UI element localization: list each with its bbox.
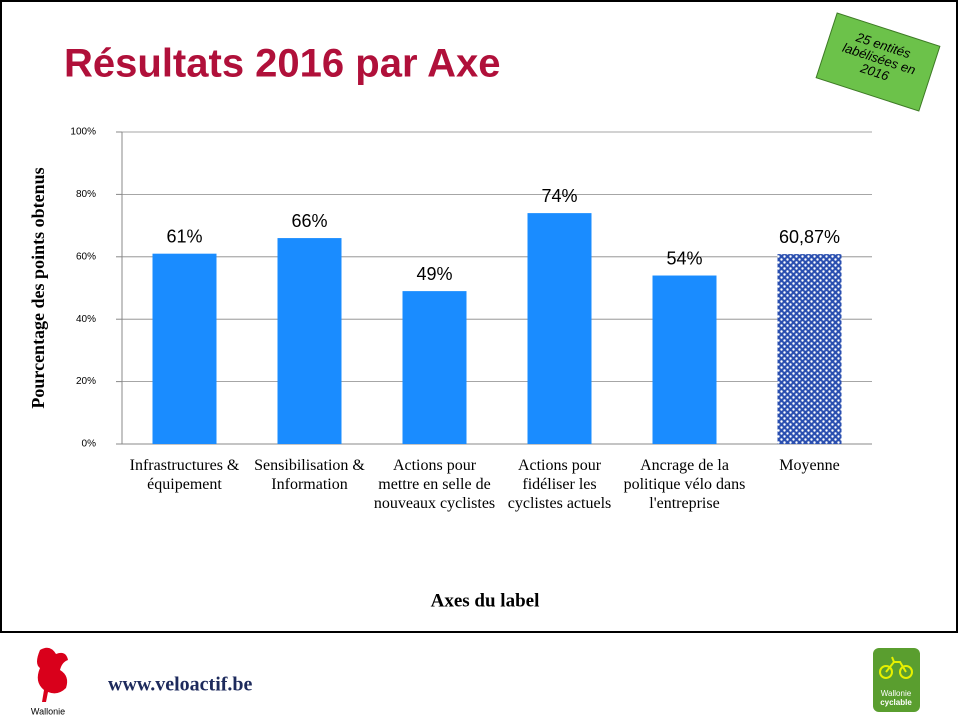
bar [527,213,592,444]
bar [652,275,717,444]
x-tick-label: Ancrage de la politique vélo dans l'entr… [623,457,746,512]
bar [152,253,217,444]
slide-title: Résultats 2016 par Axe [64,42,501,86]
x-tick-label: Moyenne [779,457,840,474]
y-tick-label: 0% [82,439,97,450]
slide-frame [0,0,958,633]
bar [277,238,342,444]
logo-right-text: Wallonie [881,689,912,698]
y-tick-label: 100% [70,127,96,138]
x-axis-label: Axes du label [431,590,540,611]
value-label: 66% [291,211,327,231]
logo-left: Wallonie [31,647,68,716]
logo-right-text: cyclable [880,698,912,707]
x-tick-label: Actions pour mettre en selle de nouveaux… [373,457,496,512]
x-tick-label: Actions pour fidéliser les cyclistes act… [507,457,612,512]
badge: 25 entités labélisées en 2016 [815,12,941,112]
y-tick-label: 80% [76,189,96,200]
y-axis-label: Pourcentage des points obtenus [28,167,48,408]
badge-box [815,12,941,112]
bar [777,254,842,444]
value-label: 61% [166,226,202,246]
bike-frame [885,656,907,673]
badge-text-box: 25 entités labélisées en 2016 [841,30,918,84]
wheel [879,665,893,679]
value-label: 74% [541,186,577,206]
logo-right-box [873,648,920,712]
value-label: 54% [666,248,702,268]
url: www.veloactif.be [108,674,253,696]
logo-right: Wallonie cyclable [873,648,920,712]
wheel [899,665,913,679]
logo-left-text: Wallonie [31,706,65,716]
y-tick-label: 20% [76,376,96,387]
bar [402,291,467,444]
y-tick-label: 60% [76,251,96,262]
rooster-icon [37,647,68,702]
x-tick-label: Sensibilisation & Information [254,457,365,493]
y-tick-label: 40% [76,314,96,325]
value-label: 60,87% [779,227,840,247]
value-label: 49% [416,264,452,284]
x-tick-label: Infrastructures & équipement [129,457,240,493]
